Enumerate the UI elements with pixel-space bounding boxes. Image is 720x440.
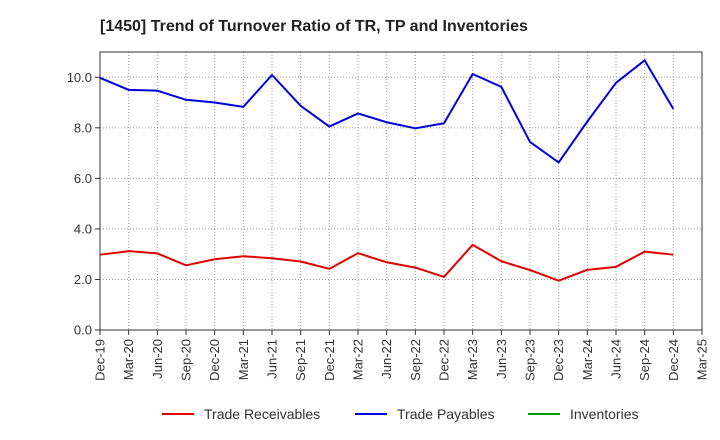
y-tick-label: 6.0 [74, 171, 92, 186]
x-tick-label: Sep-24 [637, 339, 652, 381]
x-tick-label: Mar-21 [236, 339, 251, 380]
axes-layer: 0.0 2.0 4.0 6.0 8.0 10.0 Dec-19 Mar-20 Jun-20 Sep… [67, 51, 710, 381]
x-tick-label: Sep-22 [408, 339, 423, 381]
x-tick-label: Mar-20 [121, 339, 136, 380]
x-tick-label: Jun-21 [265, 339, 280, 379]
grid-layer [100, 52, 702, 330]
x-tick-label: Dec-19 [93, 339, 108, 381]
y-tick-label: 8.0 [74, 120, 92, 135]
x-tick-label: Sep-23 [523, 339, 538, 381]
x-tick-label: Dec-21 [322, 339, 337, 381]
y-tick-label: 4.0 [74, 221, 92, 236]
plot-frame [99, 51, 703, 331]
x-tick-label: Mar-25 [695, 339, 710, 380]
x-tick-label: Jun-22 [379, 339, 394, 379]
x-tick-label: Mar-23 [465, 339, 480, 380]
series-line-trade-receivables [99, 243, 674, 282]
x-tick-label: Dec-24 [666, 339, 681, 381]
x-tick-label: Sep-21 [293, 339, 308, 381]
x-tick-label: Mar-22 [351, 339, 366, 380]
x-tick-label: Jun-20 [150, 339, 165, 379]
legend-label-trade-receivables: Trade Receivables [204, 406, 320, 422]
x-tick-label: Dec-20 [207, 339, 222, 381]
series-line-trade-payables [99, 59, 675, 164]
x-tick-label: Jun-24 [609, 339, 624, 379]
x-tick-label: Mar-24 [580, 339, 595, 380]
legend: Trade Receivables Trade Payables Inventori… [162, 406, 638, 422]
x-tick-label: Sep-20 [179, 339, 194, 381]
legend-label-inventories: Inventories [570, 406, 638, 422]
chart-title: [1450] Trend of Turnover Ratio of TR, TP… [100, 18, 528, 35]
x-tick-label: Jun-23 [494, 339, 509, 379]
series-layer [99, 59, 675, 282]
x-tick-label: Dec-22 [437, 339, 452, 381]
y-tick-label: 0.0 [74, 323, 92, 338]
y-tick-label: 10.0 [67, 70, 92, 85]
legend-label-trade-payables: Trade Payables [397, 406, 495, 422]
y-tick-label: 2.0 [74, 272, 92, 287]
x-tick-label: Dec-23 [551, 339, 566, 381]
